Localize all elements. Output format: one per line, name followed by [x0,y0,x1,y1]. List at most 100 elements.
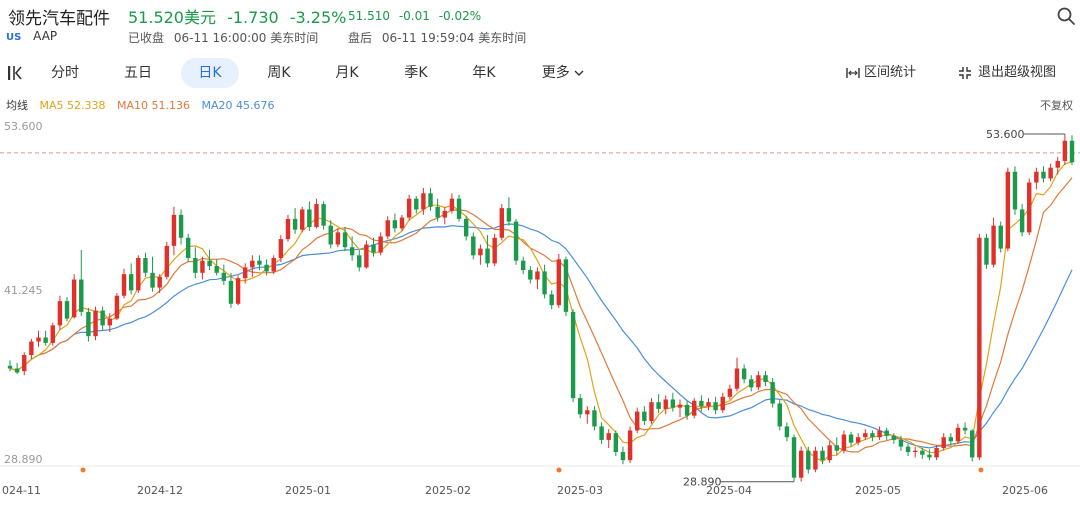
candle-body [570,311,576,399]
candle [627,426,633,463]
candle [791,434,797,482]
candle-body [699,400,704,407]
candle-body [984,237,989,265]
tab-quarterly-k[interactable]: 季K [404,65,428,81]
candle-body [606,433,611,440]
candle-body [827,445,832,461]
candle-body [456,198,462,219]
candle-body [364,244,369,268]
y-tick-label: 28.890 [4,453,43,466]
tab-more-label: 更多 [541,65,570,81]
candle-body [321,204,326,226]
candle-body [471,236,476,256]
candle [1048,163,1053,182]
candle-body [399,217,405,229]
x-tick-label: 2025-02 [425,484,471,497]
candle-body [371,244,376,253]
tab-daily-k[interactable]: 日K [181,58,239,88]
candle [378,232,383,256]
candle-body [406,198,412,218]
candle-body [898,439,904,447]
after-hours-change: -0.01 [398,9,430,23]
candle-body [50,325,55,343]
candle-body [235,278,241,304]
candle [642,406,647,426]
candle-body [620,452,626,461]
high-marker-label: 53.600 [986,128,1025,141]
tab-monthly-k[interactable]: 月K [335,65,359,81]
candle-body [421,193,426,210]
search-icon[interactable] [1056,6,1076,26]
candle [79,249,84,316]
low-marker-label: 28.890 [683,476,722,489]
adjust-mode-toggle[interactable]: 不复权 [1040,99,1073,112]
candle-body [891,435,897,440]
candle [499,204,505,241]
candle-body [463,218,469,237]
stock-name: 领先汽车配件 [8,9,110,29]
candle [570,309,576,403]
candle [371,237,376,257]
candle [22,352,27,376]
exit-super-view-button[interactable]: 退出超级视图 [958,58,1056,88]
candle [898,435,904,451]
candle [428,187,433,211]
candle-body [777,403,782,427]
candle [535,267,540,289]
candle [1034,167,1039,190]
candle-body [642,411,647,422]
candle-body [1048,167,1053,179]
after-hours-line: 51.510 -0.01 -0.02% [348,9,486,23]
tab-five-day[interactable]: 五日 [124,65,152,81]
panel-toggle-icon[interactable] [6,64,24,82]
candle-body [649,402,654,422]
candle [784,422,790,442]
candlestick-chart[interactable]: 53.600 41.245 28.890 024-11 2024-12 2025-01 2… [0,118,1080,506]
candle [513,218,519,265]
tab-intraday[interactable]: 分时 [51,65,79,81]
candle [955,423,961,444]
event-dot [978,467,984,473]
tab-weekly-k[interactable]: 周K [267,65,291,81]
candle-body [692,400,697,416]
x-tick-label: 2025-03 [557,484,603,497]
candle [563,256,569,316]
candle-body [1041,171,1046,179]
candle-body [307,209,312,227]
candle [912,446,918,458]
candle [349,236,355,261]
candle-body [727,388,733,397]
candle-body [1005,171,1011,249]
after-hours-price: 51.510 [348,9,390,23]
candle-body [328,225,333,245]
candle [43,330,48,346]
candle [399,214,405,232]
candle [585,406,590,424]
candle [250,255,255,277]
candle [1069,135,1075,165]
candle-body [1012,171,1018,210]
candle-body [948,437,954,442]
candle-body [171,214,177,246]
tab-more[interactable]: 更多 [536,58,590,88]
candle-body [884,430,889,436]
x-tick-label: 2024-12 [137,484,183,497]
candle [342,226,348,252]
candle [71,274,77,319]
candle [335,228,341,248]
tab-yearly-k[interactable]: 年K [472,65,496,81]
candle [100,306,105,331]
candle-body [613,433,619,453]
candle-body [1027,182,1032,233]
candle [328,220,333,249]
candle-body [335,232,341,245]
candle-body [285,218,291,240]
candle [663,395,668,415]
range-stat-button[interactable]: 区间统计 [846,58,916,88]
candle-body [670,399,676,408]
candle-body [36,337,41,342]
candle [257,255,262,271]
event-dot [80,467,86,473]
candle-body [663,399,668,409]
candle [806,446,811,474]
